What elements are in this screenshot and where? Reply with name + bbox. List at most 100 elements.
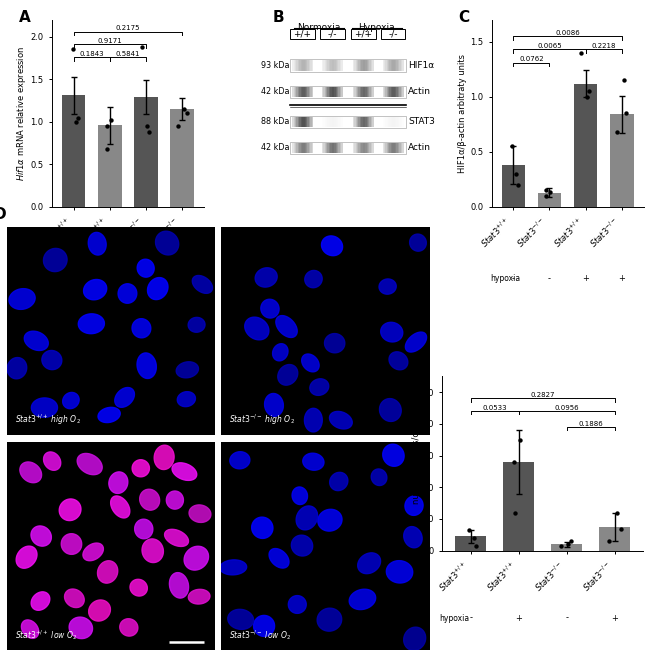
Polygon shape [227,609,254,629]
Bar [400,87,402,97]
Text: 0.5841: 0.5841 [116,51,140,57]
Bar [399,60,401,71]
Bar [370,116,372,127]
Bar [339,60,340,71]
Polygon shape [135,519,153,539]
Bar [367,143,369,153]
Point [541,191,551,201]
Bar [305,60,306,71]
Bar [364,143,365,153]
Polygon shape [98,407,120,422]
Polygon shape [291,535,313,556]
Point [471,541,482,551]
Bar [394,116,395,127]
Bar [381,29,405,39]
Polygon shape [69,617,92,639]
Bar [330,60,332,71]
Text: Actin: Actin [408,143,432,152]
Polygon shape [292,487,307,505]
Bar [291,29,315,39]
Bar [291,60,406,72]
Bar [399,116,401,127]
Bar [398,87,399,97]
Bar [354,116,356,127]
Text: 0.9171: 0.9171 [98,38,122,44]
Bar [402,116,404,127]
Bar [322,60,324,71]
Bar [368,116,370,127]
Polygon shape [88,233,106,255]
Bar [298,143,300,153]
Bar [304,87,305,97]
Bar [304,116,305,127]
Point [556,541,566,551]
Text: hypoxia: hypoxia [439,614,470,623]
Bar [340,87,341,97]
Bar [311,116,313,127]
Text: +: + [179,275,186,283]
Polygon shape [188,589,210,604]
Bar [385,60,387,71]
Bar [402,60,404,71]
Point [181,108,192,118]
Point [105,115,116,125]
Bar [356,143,358,153]
Bar [395,60,396,71]
Polygon shape [310,379,329,396]
Polygon shape [115,388,135,407]
Point [172,121,183,131]
Bar [396,143,398,153]
Bar [330,116,332,127]
Bar [383,143,384,153]
Polygon shape [261,299,279,318]
Bar [307,87,309,97]
Bar [329,143,330,153]
Bar [400,60,402,71]
Bar [294,143,295,153]
Bar [329,116,330,127]
Point [512,179,523,190]
Bar [353,87,354,97]
Bar [341,143,343,153]
Bar [326,87,328,97]
Polygon shape [296,506,318,530]
Text: +/+: +/+ [354,30,372,39]
Text: +: + [142,275,150,283]
Bar [389,87,391,97]
Polygon shape [155,231,179,255]
Point [584,86,594,97]
Bar [358,87,360,97]
Bar [325,87,326,97]
Text: Normoxia: Normoxia [297,22,341,32]
Text: 88 kDa: 88 kDa [261,117,290,126]
Bar [306,143,307,153]
Bar [292,116,294,127]
Bar [391,116,393,127]
Text: hypoxia: hypoxia [50,275,81,283]
Polygon shape [176,362,198,378]
Bar [387,116,388,127]
Bar [360,60,361,71]
Text: -: - [548,275,551,283]
Bar [332,143,333,153]
Polygon shape [132,319,151,338]
Polygon shape [404,627,426,650]
Bar [363,116,364,127]
Bar [170,109,194,207]
Bar [396,116,398,127]
Bar [387,143,388,153]
Bar [383,116,384,127]
Polygon shape [230,452,250,469]
Bar [307,116,309,127]
Bar [296,143,298,153]
Polygon shape [184,546,209,570]
Text: D: D [0,208,6,223]
Bar [305,143,306,153]
Bar [334,87,336,97]
Bar [341,87,343,97]
Bar [328,143,329,153]
Bar [337,87,339,97]
Bar [364,60,365,71]
Bar [392,87,394,97]
Polygon shape [406,332,426,352]
